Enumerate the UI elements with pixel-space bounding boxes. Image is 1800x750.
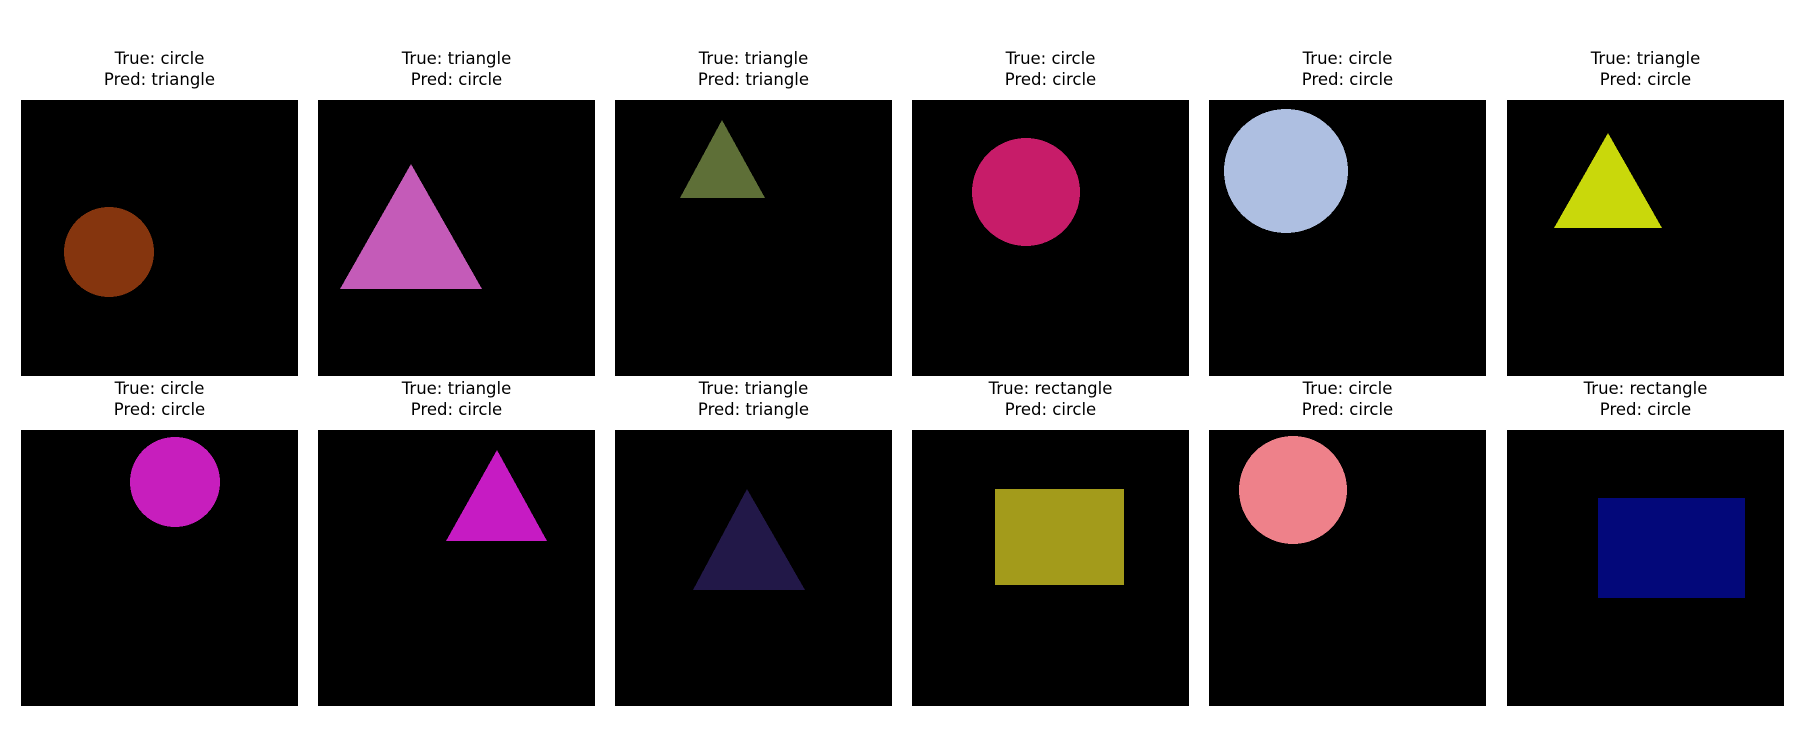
pred-label: Pred: circle: [410, 400, 503, 419]
circle-shape: [64, 207, 154, 297]
true-label: True: rectangle: [1583, 379, 1708, 398]
true-label: True: triangle: [401, 49, 512, 68]
circle-shape: [1239, 436, 1347, 544]
panel-caption: True: rectangle Pred: circle: [1507, 378, 1784, 420]
pred-label: Pred: circle: [113, 400, 206, 419]
sample-image: [1209, 430, 1486, 706]
panel-caption: True: circle Pred: circle: [21, 378, 298, 420]
triangle-shape: [340, 164, 482, 289]
pred-label: Pred: circle: [1004, 400, 1097, 419]
rectangle-shape: [1598, 498, 1745, 598]
sample-image: [912, 430, 1189, 706]
true-label: True: triangle: [698, 49, 809, 68]
triangle-shape: [680, 120, 765, 198]
pred-label: Pred: circle: [1004, 70, 1097, 89]
true-label: True: circle: [1302, 379, 1393, 398]
true-label: True: circle: [1302, 49, 1393, 68]
sample-image: [21, 430, 298, 706]
sample-image: [1507, 100, 1784, 376]
true-label: True: circle: [114, 49, 205, 68]
triangle-shape: [446, 450, 547, 541]
true-label: True: triangle: [698, 379, 809, 398]
sample-image: [1507, 430, 1784, 706]
panel-caption: True: triangle Pred: triangle: [615, 48, 892, 90]
panel-caption: True: rectangle Pred: circle: [912, 378, 1189, 420]
pred-label: Pred: triangle: [697, 400, 810, 419]
sample-image: [21, 100, 298, 376]
pred-label: Pred: triangle: [697, 70, 810, 89]
sample-image: [1209, 100, 1486, 376]
sample-image: [615, 100, 892, 376]
panel-caption: True: triangle Pred: circle: [318, 48, 595, 90]
pred-label: Pred: triangle: [103, 70, 216, 89]
pred-label: Pred: circle: [1301, 70, 1394, 89]
panel-caption: True: triangle Pred: circle: [318, 378, 595, 420]
triangle-shape: [693, 489, 805, 590]
true-label: True: triangle: [401, 379, 512, 398]
pred-label: Pred: circle: [410, 70, 503, 89]
pred-label: Pred: circle: [1599, 70, 1692, 89]
panel-caption: True: circle Pred: triangle: [21, 48, 298, 90]
true-label: True: circle: [1005, 49, 1096, 68]
circle-shape: [1224, 109, 1348, 233]
sample-image: [318, 100, 595, 376]
pred-label: Pred: circle: [1301, 400, 1394, 419]
true-label: True: circle: [114, 379, 205, 398]
circle-shape: [130, 437, 220, 527]
panel-caption: True: triangle Pred: circle: [1507, 48, 1784, 90]
true-label: True: triangle: [1590, 49, 1701, 68]
circle-shape: [972, 138, 1080, 246]
panel-caption: True: triangle Pred: triangle: [615, 378, 892, 420]
triangle-shape: [1554, 133, 1662, 228]
pred-label: Pred: circle: [1599, 400, 1692, 419]
sample-image: [912, 100, 1189, 376]
sample-image: [615, 430, 892, 706]
panel-caption: True: circle Pred: circle: [1209, 378, 1486, 420]
sample-image: [318, 430, 595, 706]
panel-caption: True: circle Pred: circle: [912, 48, 1189, 90]
rectangle-shape: [995, 489, 1124, 585]
panel-caption: True: circle Pred: circle: [1209, 48, 1486, 90]
true-label: True: rectangle: [988, 379, 1113, 398]
